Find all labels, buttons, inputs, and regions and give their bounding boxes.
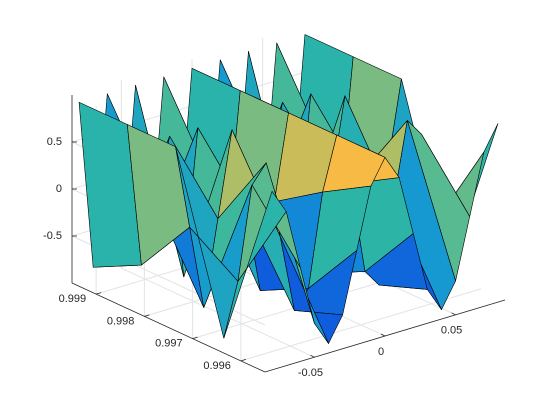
- z-tick-label: 0: [56, 183, 62, 195]
- tick-mark: [240, 358, 246, 362]
- y-tick-label: 0.996: [203, 360, 231, 372]
- tick-mark: [310, 354, 315, 358]
- z-tick-label: 0.5: [47, 136, 62, 148]
- tick-mark: [380, 333, 386, 337]
- tick-mark: [96, 292, 102, 295]
- x-tick-label: 0: [378, 346, 384, 358]
- z-tick-label: -0.5: [43, 230, 62, 242]
- tick-mark: [192, 336, 198, 340]
- y-tick-label: 0.999: [59, 293, 87, 305]
- surface-patch: [223, 190, 287, 339]
- tick-mark: [144, 314, 150, 317]
- y-tick-label: 0.998: [107, 315, 135, 327]
- y-tick-label: 0.997: [155, 338, 183, 350]
- tick-mark: [451, 312, 456, 316]
- x-tick-label: -0.05: [298, 367, 323, 379]
- x-tick-label: 0.05: [441, 325, 462, 337]
- axis-line: [71, 282, 266, 373]
